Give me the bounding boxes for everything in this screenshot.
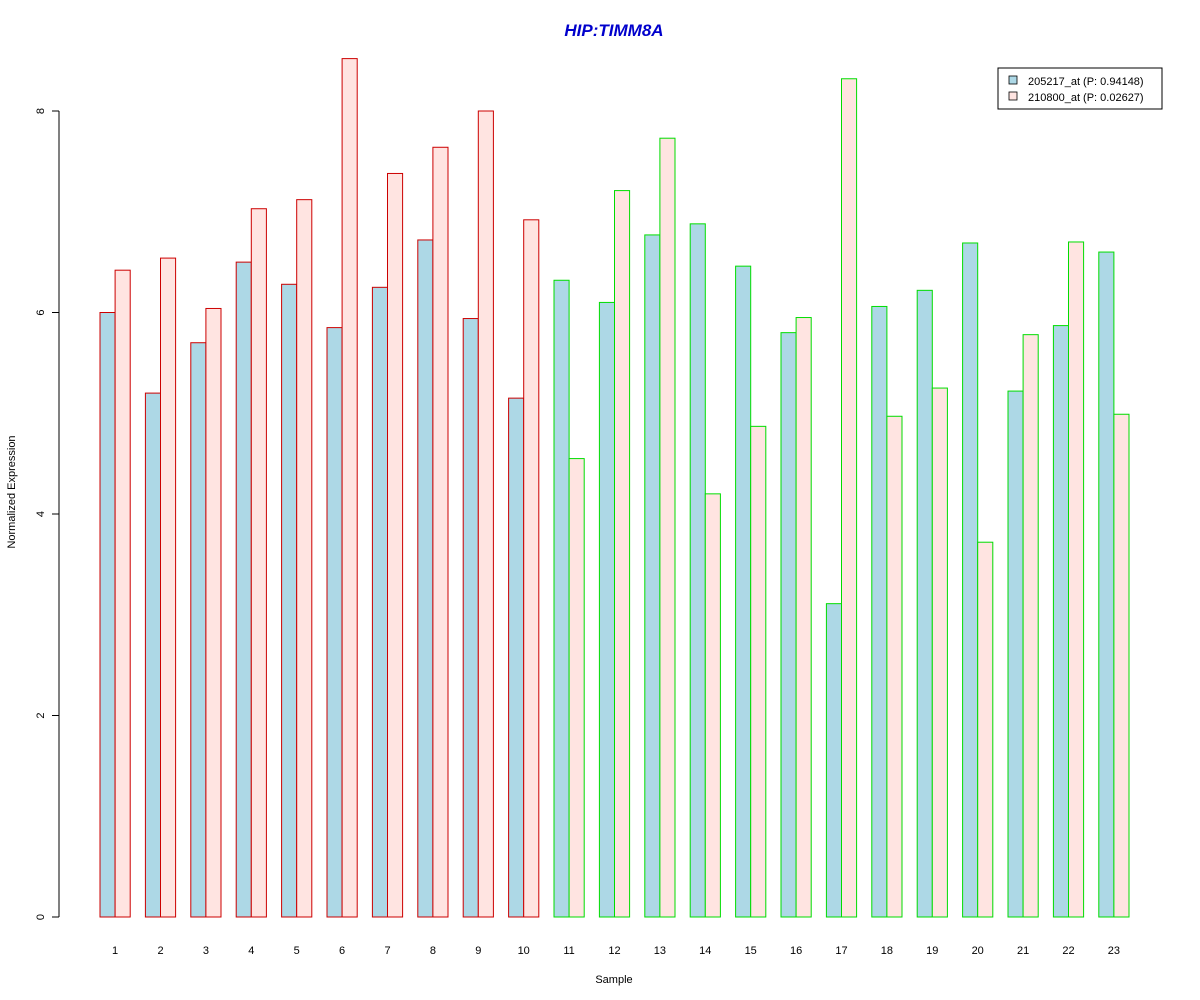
bar-210800-sample-5	[296, 199, 313, 918]
bar-210800-sample-6	[341, 58, 358, 918]
bar-210800-sample-18	[886, 415, 903, 918]
x-tick-label: 17	[835, 945, 847, 957]
legend-label-205217: 205217_at (P: 0.94148)	[1028, 76, 1144, 88]
bar-210800-sample-16	[795, 317, 812, 918]
bar-210800-sample-7	[387, 172, 404, 918]
bar-205217-sample-2	[144, 392, 161, 918]
bar-205217-sample-8	[417, 239, 434, 918]
bar-210800-sample-22	[1068, 241, 1085, 918]
x-tick-label: 7	[384, 945, 390, 957]
x-tick-label: 16	[790, 945, 802, 957]
x-tick-label: 3	[203, 945, 209, 957]
x-tick-label: 1	[112, 945, 118, 957]
y-axis: 0 2 4 6 8	[35, 108, 60, 920]
x-tick-labels: 1 2 3 4 5 6 7 8 9 10 11 12 13 14 15 16 17 18 19 20 21 22 23	[112, 945, 1120, 957]
bar-205217-sample-17	[825, 603, 843, 918]
bar-205217-sample-9	[462, 318, 479, 918]
x-tick-label: 4	[248, 945, 254, 957]
x-tick-label: 5	[294, 945, 300, 957]
bar-205217-sample-23	[1098, 251, 1115, 918]
bar-205217-sample-3	[190, 342, 207, 918]
bar-205217-sample-1	[99, 312, 116, 918]
y-tick-label: 6	[35, 309, 47, 315]
bar-205217-sample-13	[644, 234, 661, 918]
legend-label-210800: 210800_at (P: 0.02627)	[1028, 92, 1144, 104]
bar-210800-sample-20	[977, 541, 994, 918]
x-tick-label: 19	[926, 945, 938, 957]
bar-210800-sample-21	[1022, 334, 1039, 918]
bar-205217-sample-18	[871, 305, 888, 918]
y-tick-label: 4	[35, 511, 47, 517]
bar-210800-sample-2	[160, 257, 177, 918]
bar-205217-sample-5	[281, 283, 298, 918]
bar-210800-sample-8	[432, 146, 449, 918]
bar-205217-sample-22	[1052, 325, 1070, 918]
bar-210800-sample-14	[704, 493, 721, 918]
x-tick-label: 12	[608, 945, 620, 957]
bar-205217-sample-16	[780, 332, 797, 918]
y-tick-label: 2	[35, 712, 47, 718]
bar-205217-sample-7	[371, 286, 388, 918]
bar-210800-sample-17	[841, 78, 858, 918]
x-tick-label: 10	[518, 945, 530, 957]
legend-swatch-210800	[1008, 91, 1018, 101]
x-tick-label: 20	[972, 945, 984, 957]
bar-205217-sample-4	[235, 261, 252, 918]
bar-210800-sample-12	[614, 190, 631, 918]
x-tick-label: 18	[881, 945, 893, 957]
legend-box	[997, 67, 1163, 110]
bars	[99, 58, 1130, 918]
bar-210800-sample-9	[477, 110, 494, 918]
bar-210800-sample-3	[205, 307, 222, 918]
bar-210800-sample-13	[659, 137, 676, 918]
legend-swatch-205217	[1008, 75, 1018, 85]
y-axis-label: Normalized Expression	[6, 435, 18, 548]
chart-title: HIP:TIMM8A	[564, 21, 663, 40]
bar-205217-sample-12	[598, 301, 616, 918]
bar-210800-sample-19	[931, 387, 948, 918]
bar-210800-sample-10	[523, 219, 540, 918]
bar-205217-sample-6	[326, 327, 343, 918]
x-axis-label: Sample	[595, 974, 632, 986]
bar-210800-sample-11	[568, 458, 585, 918]
x-tick-label: 6	[339, 945, 345, 957]
bar-205217-sample-10	[508, 397, 525, 918]
bar-210800-sample-4	[250, 208, 267, 918]
bar-205217-sample-11	[553, 279, 570, 918]
legend: 205217_at (P: 0.94148) 210800_at (P: 0.0…	[997, 67, 1163, 110]
y-tick-label: 0	[35, 914, 47, 920]
x-tick-label: 21	[1017, 945, 1029, 957]
x-tick-label: 15	[745, 945, 757, 957]
bar-205217-sample-20	[962, 242, 979, 918]
x-tick-label: 11	[563, 945, 574, 957]
x-tick-label: 8	[430, 945, 436, 957]
x-tick-label: 23	[1108, 945, 1120, 957]
x-tick-label: 9	[475, 945, 481, 957]
x-tick-label: 22	[1062, 945, 1074, 957]
x-tick-label: 14	[699, 945, 711, 957]
bar-205217-sample-14	[689, 223, 706, 918]
x-tick-label: 2	[157, 945, 163, 957]
bar-210800-sample-23	[1113, 413, 1130, 918]
bar-210800-sample-1	[114, 269, 131, 918]
bar-205217-sample-19	[916, 289, 933, 918]
bar-210800-sample-15	[750, 425, 767, 918]
y-tick-label: 8	[35, 108, 47, 114]
x-tick-label: 13	[654, 945, 666, 957]
bar-205217-sample-15	[735, 265, 752, 918]
bar-205217-sample-21	[1007, 390, 1024, 918]
